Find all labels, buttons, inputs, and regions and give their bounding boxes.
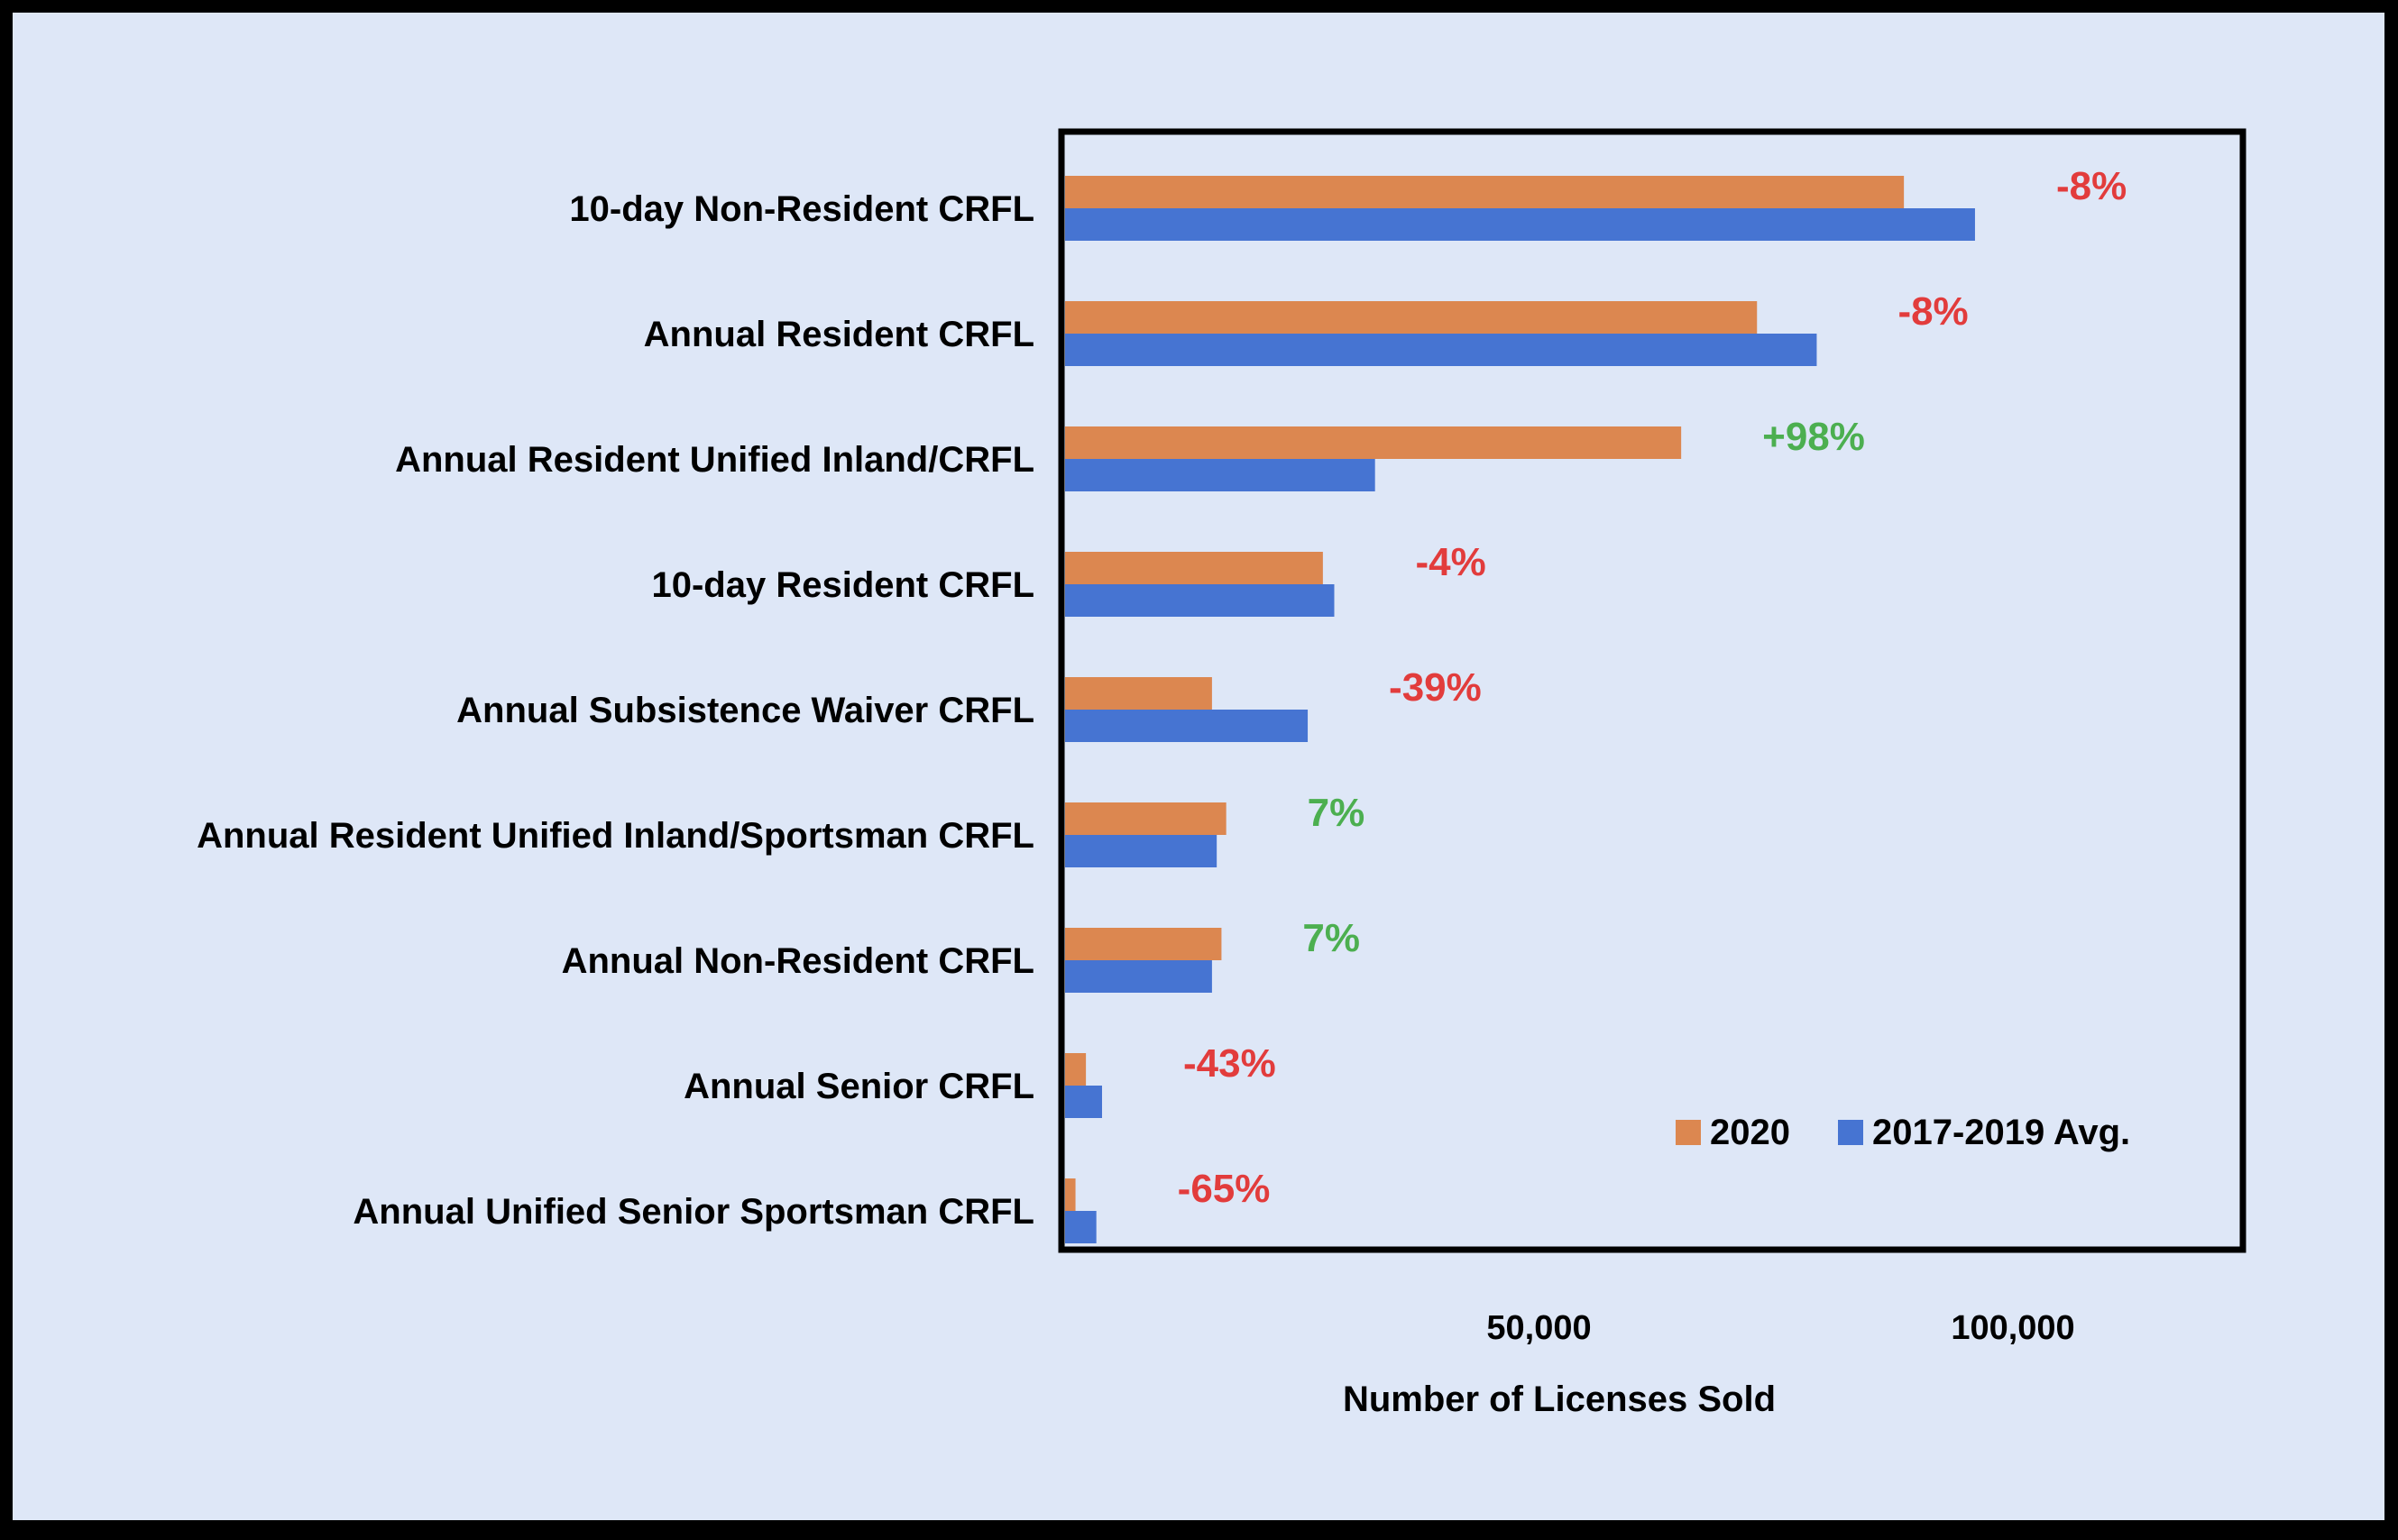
bar-2020-2 — [1065, 426, 1682, 459]
bar-avg-4 — [1065, 710, 1309, 742]
category-label: 10-day Resident CRFL — [651, 565, 1034, 605]
percent-change-label: -8% — [2056, 164, 2127, 208]
percent-change-label: -8% — [1897, 289, 1968, 334]
bar-avg-3 — [1065, 584, 1335, 617]
percent-change-label: 7% — [1302, 916, 1360, 960]
bar-avg-5 — [1065, 835, 1217, 867]
legend-swatch-2020 — [1676, 1120, 1701, 1145]
bar-avg-6 — [1065, 960, 1212, 993]
percent-change-label: 7% — [1308, 791, 1365, 835]
bar-2020-5 — [1065, 802, 1227, 835]
bars-group — [1065, 176, 1975, 1243]
percent-change-label: +98% — [1762, 415, 1865, 459]
percent-change-label: -43% — [1183, 1041, 1276, 1086]
bar-2020-6 — [1065, 928, 1222, 960]
chart-frame: 10-day Non-Resident CRFL Annual Resident … — [13, 13, 2384, 1520]
bar-2020-4 — [1065, 677, 1212, 710]
bar-avg-2 — [1065, 459, 1375, 491]
legend-swatch-avg — [1838, 1120, 1863, 1145]
bar-avg-7 — [1065, 1086, 1102, 1118]
x-tick-label: 50,000 — [1486, 1309, 1591, 1347]
bar-2020-0 — [1065, 176, 1905, 208]
bar-chart: 10-day Non-Resident CRFL Annual Resident … — [197, 128, 2246, 1419]
bar-2020-8 — [1065, 1178, 1076, 1211]
bar-2020-3 — [1065, 552, 1323, 584]
legend-label-2020: 2020 — [1710, 1113, 1790, 1152]
category-label: Annual Senior CRFL — [684, 1067, 1034, 1106]
plot-area-border — [1058, 128, 2246, 1253]
x-tick-label: 100,000 — [1951, 1309, 2074, 1347]
category-label: Annual Resident Unified Inland/Sportsman… — [197, 816, 1034, 856]
category-label: Annual Subsistence Waiver CRFL — [456, 691, 1034, 730]
bar-avg-8 — [1065, 1211, 1097, 1243]
percent-change-label: -4% — [1415, 540, 1485, 584]
percent-change-label: -65% — [1178, 1167, 1271, 1211]
x-axis-ticks: 50,000 100,000 — [1486, 1309, 2074, 1347]
category-label: 10-day Non-Resident CRFL — [569, 189, 1034, 229]
percent-change-label: -39% — [1389, 665, 1482, 710]
percent-change-labels: -8% -8% +98% -4% -39% 7% 7% -43% -65% — [1178, 164, 2127, 1211]
category-label: Annual Unified Senior Sportsman CRFL — [353, 1192, 1034, 1232]
bar-avg-0 — [1065, 208, 1975, 241]
category-label: Annual Resident Unified Inland/CRFL — [395, 440, 1034, 480]
category-label: Annual Non-Resident CRFL — [562, 941, 1034, 981]
bar-2020-1 — [1065, 301, 1758, 334]
bar-avg-1 — [1065, 334, 1817, 366]
category-label: Annual Resident CRFL — [644, 315, 1034, 354]
bar-2020-7 — [1065, 1053, 1087, 1086]
legend: 2020 2017-2019 Avg. — [1676, 1113, 2130, 1152]
category-labels: 10-day Non-Resident CRFL Annual Resident … — [197, 189, 1034, 1232]
x-axis-title: Number of Licenses Sold — [1343, 1380, 1776, 1419]
legend-label-avg: 2017-2019 Avg. — [1872, 1113, 2130, 1152]
